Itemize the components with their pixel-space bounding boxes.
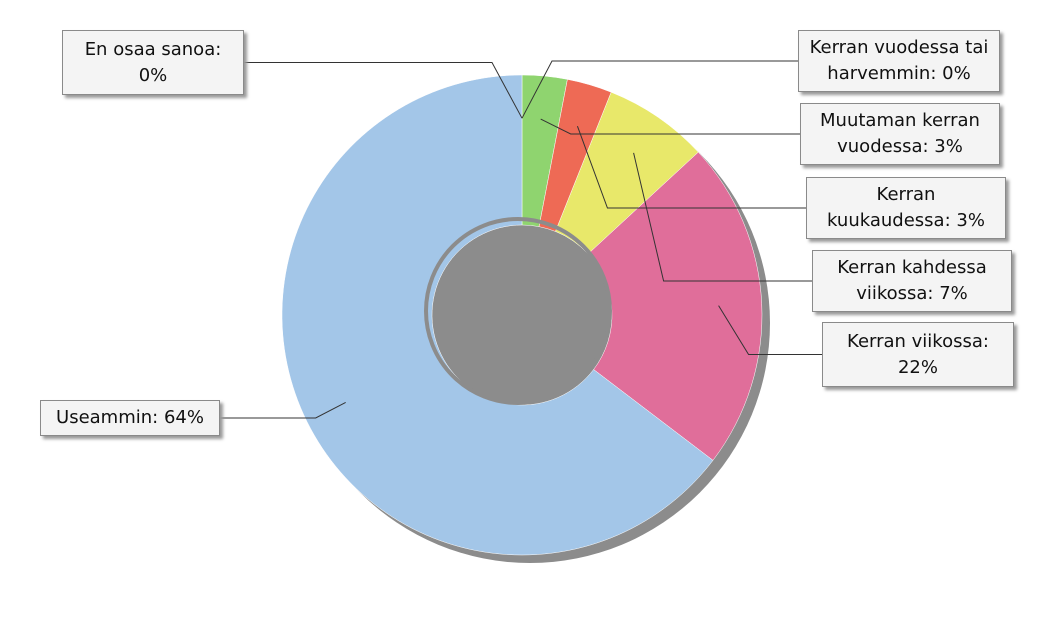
label-text: Muutaman kerran vuodessa: 3% [807,108,993,160]
label-text: Useammin: 64% [56,405,204,431]
value-label: 64% [163,407,204,428]
data-label: En osaa sanoa: 0% [62,30,244,95]
value-label: 3% [956,210,985,231]
leader-line [244,62,523,119]
data-label: Useammin: 64% [40,400,220,436]
leader-line [220,401,346,419]
label-text: Kerran viikossa: 22% [829,329,1007,381]
value-label: 3% [934,136,963,157]
data-label: Kerran vuodessa tai harvemmin: 0% [798,30,1000,92]
leader-line [718,305,822,355]
hole-shadow [424,217,612,405]
category-name: Kerran vuodessa tai harvemmin: [809,37,989,84]
label-text: Kerran vuodessa tai harvemmin: 0% [805,35,993,87]
leader-line [540,118,800,135]
category-name: Kerran kuukaudessa: [827,184,951,231]
category-name: Kerran viikossa: [847,330,989,352]
value-label: 0% [942,63,971,84]
category-name: Kerran kahdessa viikossa: [837,257,987,304]
leader-line [576,125,806,209]
value-label: 0% [138,64,168,86]
data-label: Kerran kahdessa viikossa: 7% [812,250,1012,312]
label-text: En osaa sanoa: 0% [69,37,237,89]
category-name: Muutaman kerran vuodessa: [820,110,980,157]
data-label: Muutaman kerran vuodessa: 3% [800,103,1000,165]
data-label: Kerran viikossa: 22% [822,322,1014,387]
label-text: Kerran kuukaudessa: 3% [813,182,999,234]
category-name: En osaa sanoa: [84,38,222,60]
label-text: Kerran kahdessa viikossa: 7% [819,255,1005,307]
leader-line [633,152,812,282]
value-label: 22% [897,356,938,378]
leader-line [521,60,798,119]
value-label: 7% [939,283,968,304]
data-label: Kerran kuukaudessa: 3% [806,177,1006,239]
category-name: Useammin: [56,407,159,428]
